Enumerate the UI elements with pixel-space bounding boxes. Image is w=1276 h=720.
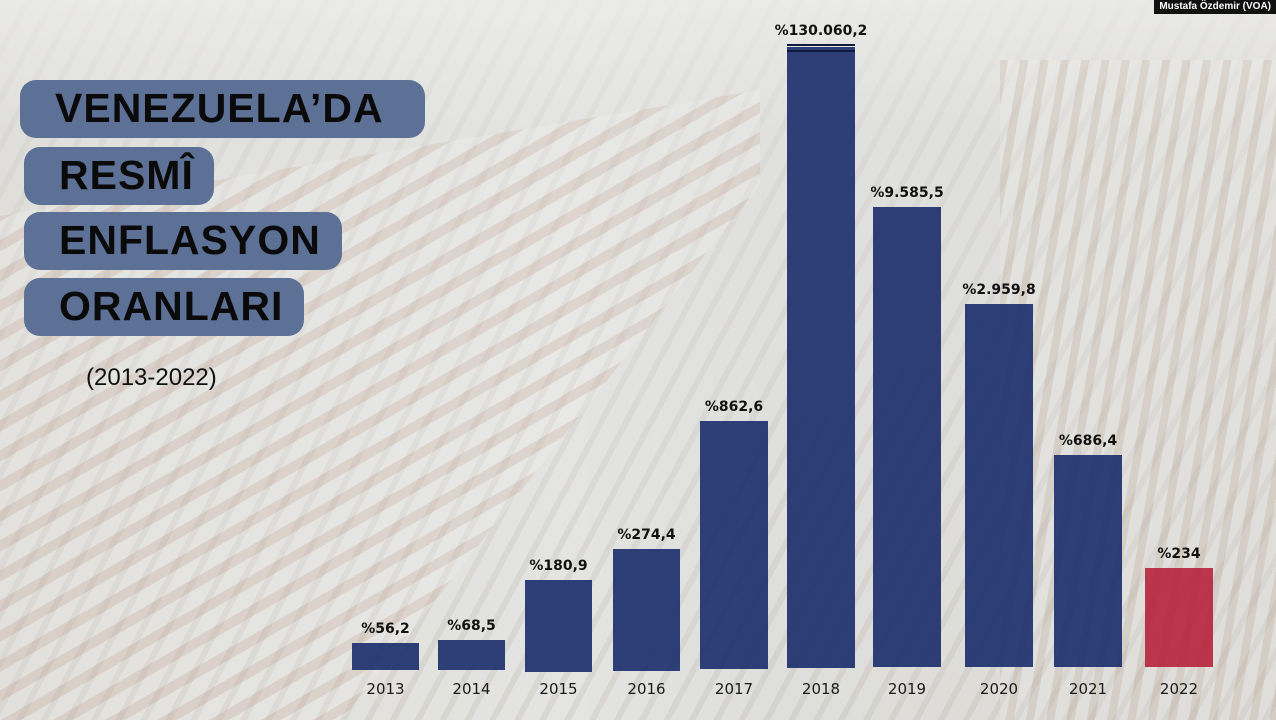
bar-2013 xyxy=(352,643,419,670)
x-axis-label: 2013 xyxy=(366,680,405,698)
bar-value-label: %2.959,8 xyxy=(962,282,1036,298)
x-axis-label: 2021 xyxy=(1068,680,1108,698)
x-axis-label: 2018 xyxy=(801,680,841,698)
bar-value-label: %234 xyxy=(1157,546,1201,562)
photo-credit: Mustafa Özdemir (VOA) xyxy=(1154,0,1276,14)
bar-2015 xyxy=(525,580,592,672)
x-axis-label: 2019 xyxy=(887,680,927,698)
bar-2021 xyxy=(1054,455,1122,667)
bar-2019 xyxy=(873,207,941,667)
x-axis-label: 2016 xyxy=(627,680,666,698)
bar-value-label: %9.585,5 xyxy=(870,185,944,201)
bar-2017 xyxy=(700,421,768,669)
bar-value-label: %56,2 xyxy=(361,621,410,637)
title-line-4: ORANLARI xyxy=(24,278,304,336)
bar-2018 xyxy=(787,47,855,668)
title-line-2: RESMÎ xyxy=(24,147,214,205)
bar-2022 xyxy=(1145,568,1213,667)
title-line-1: VENEZUELA’DA xyxy=(20,80,425,138)
bar-value-label: %68,5 xyxy=(447,618,496,634)
x-axis-label: 2020 xyxy=(979,680,1019,698)
bar-2016 xyxy=(613,549,680,671)
background-shelf-right xyxy=(1000,60,1276,720)
chart-subtitle: (2013-2022) xyxy=(86,364,217,391)
x-axis-label: 2015 xyxy=(539,680,578,698)
bar-value-label: %274,4 xyxy=(617,527,676,543)
bar-value-label: %686,4 xyxy=(1058,433,1118,449)
x-axis-label: 2017 xyxy=(714,680,754,698)
bar-value-label: %180,9 xyxy=(529,558,588,574)
bar-2014 xyxy=(438,640,505,670)
bar-value-label: %862,6 xyxy=(704,399,764,415)
bar-value-label: %130.060,2 xyxy=(774,23,868,39)
x-axis-label: 2022 xyxy=(1159,680,1199,698)
title-line-3: ENFLASYON xyxy=(24,212,342,270)
bar-2020 xyxy=(965,304,1033,667)
x-axis-label: 2014 xyxy=(452,680,491,698)
axis-break-marker xyxy=(787,44,855,52)
